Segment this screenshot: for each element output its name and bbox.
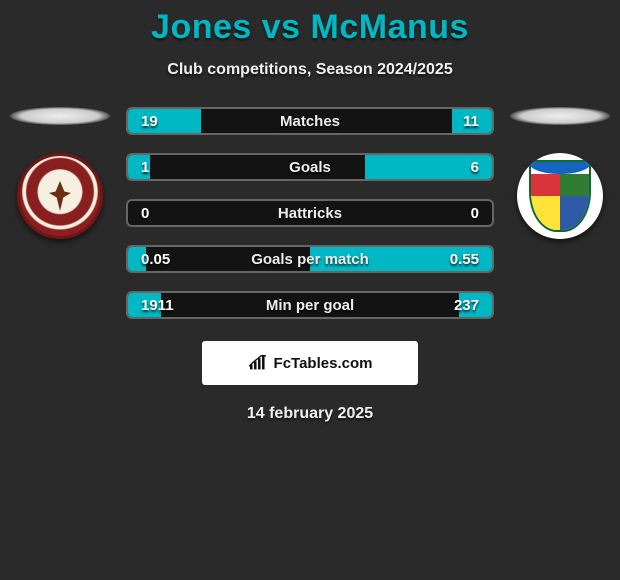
stat-value-left: 19	[128, 113, 198, 130]
stat-label: Min per goal	[198, 297, 422, 314]
team-badge-right: The New Saints	[517, 153, 603, 239]
player-shadow-left	[10, 107, 110, 125]
attribution-badge[interactable]: FcTables.com	[202, 341, 418, 385]
stat-row: 0Hattricks0	[126, 199, 494, 227]
subtitle: Club competitions, Season 2024/2025	[167, 61, 452, 79]
stat-label: Hattricks	[198, 205, 422, 222]
stat-label: Goals	[198, 159, 422, 176]
stat-value-right: 0	[422, 205, 492, 222]
main-row: 19Matches111Goals60Hattricks00.05Goals p…	[0, 107, 620, 319]
comparison-card: Jones vs McManus Club competitions, Seas…	[0, 0, 620, 423]
stat-label: Goals per match	[198, 251, 422, 268]
stat-label: Matches	[198, 113, 422, 130]
stat-value-right: 0.55	[422, 251, 492, 268]
attribution-text: FcTables.com	[274, 355, 373, 372]
crest-icon: The New Saints	[529, 160, 591, 232]
stat-row: 1911Min per goal237	[126, 291, 494, 319]
stat-value-right: 237	[422, 297, 492, 314]
stat-row: 1Goals6	[126, 153, 494, 181]
page-title: Jones vs McManus	[151, 8, 469, 47]
team-badge-left	[17, 153, 103, 239]
stat-row: 19Matches11	[126, 107, 494, 135]
crest-banner: The New Saints	[529, 160, 591, 174]
stat-value-left: 1	[128, 159, 198, 176]
right-team-col: The New Saints	[500, 107, 620, 239]
stats-column: 19Matches111Goals60Hattricks00.05Goals p…	[120, 107, 500, 319]
stat-value-left: 0.05	[128, 251, 198, 268]
stat-value-right: 6	[422, 159, 492, 176]
stat-value-right: 11	[422, 113, 492, 130]
date-label: 14 february 2025	[247, 405, 373, 423]
player-shadow-right	[510, 107, 610, 125]
chart-icon	[248, 355, 268, 371]
left-team-col	[0, 107, 120, 239]
stat-row: 0.05Goals per match0.55	[126, 245, 494, 273]
stat-value-left: 1911	[128, 297, 198, 314]
stat-value-left: 0	[128, 205, 198, 222]
